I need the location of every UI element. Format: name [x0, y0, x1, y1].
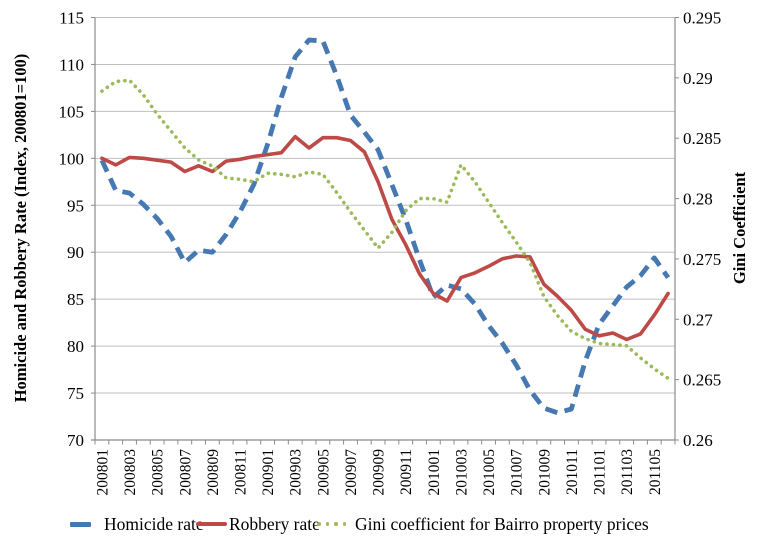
x-axis-tick-label: 201007 [509, 449, 526, 496]
x-axis-tick-label: 200901 [260, 449, 277, 496]
right-axis-tick-label: 0.28 [683, 190, 713, 209]
x-axis-tick-label: 200809 [205, 449, 222, 496]
left-axis-tick-label: 70 [67, 431, 84, 450]
x-axis-tick-label: 201105 [647, 449, 664, 495]
left-axis-tick-label: 100 [59, 149, 85, 168]
left-axis-tick-label: 95 [67, 196, 84, 215]
legend-label-gini: Gini coefficient for Bairro property pri… [355, 513, 649, 534]
series-homicide-rate [99, 37, 671, 416]
x-axis-tick-label: 200805 [150, 449, 167, 496]
x-axis-tick-label: 200903 [288, 449, 305, 496]
x-axis-tick-label: 200911 [398, 449, 415, 495]
series-gini-coefficient-for-bairro-property-prices [100, 78, 670, 381]
x-axis-tick-label: 200801 [94, 449, 111, 496]
legend-label-robbery: Robbery rate [229, 513, 320, 534]
robbery-line-swatch [196, 521, 227, 527]
left-axis-tick-label: 90 [67, 243, 84, 262]
series-lines [99, 37, 671, 416]
right-axis-tick-label: 0.285 [683, 129, 721, 148]
right-axis-title: Gini Coefficient [730, 171, 749, 284]
left-axis-title: Homicide and Robbery Rate (Index, 200801… [11, 54, 30, 403]
x-axis-tick-label: 200807 [177, 449, 194, 496]
right-axis-tick-label: 0.26 [683, 431, 713, 450]
series-robbery-rate [100, 134, 670, 342]
x-axis-tick-label: 201001 [426, 449, 443, 496]
x-axis-tick-label: 200909 [371, 449, 388, 496]
axis-labels: 70 75 80 85 90 95 100 105 110 115 0.26 0.265 0.27 0.2… [59, 9, 722, 496]
axes [91, 17, 679, 445]
legend-item-robbery-rate: Robbery rate [196, 511, 320, 537]
right-axis-tick-label: 0.295 [683, 9, 721, 28]
left-axis-tick-label: 75 [67, 384, 84, 403]
x-axis-tick-label: 201005 [481, 449, 498, 496]
x-axis-tick-label: 200811 [233, 449, 250, 495]
homicide-dash-swatch [70, 521, 91, 527]
left-axis-tick-label: 85 [67, 290, 84, 309]
x-axis-tick-label: 201103 [619, 449, 636, 495]
left-axis-tick-label: 105 [59, 102, 85, 121]
legend-item-homicide-rate: Homicide rate [70, 511, 204, 537]
legend-label-homicide: Homicide rate [104, 513, 204, 534]
x-axis-tick-label: 200803 [122, 449, 139, 496]
x-axis-tick-label: 201009 [536, 449, 553, 496]
x-axis-tick-label: 200907 [343, 449, 360, 496]
x-axis-tick-label: 201011 [564, 449, 581, 495]
right-axis-tick-label: 0.275 [683, 250, 721, 269]
right-axis-tick-label: 0.27 [683, 310, 713, 329]
x-axis-tick-label: 201003 [453, 449, 470, 496]
legend-item-gini-coefficient: Gini coefficient for Bairro property pri… [317, 511, 649, 537]
left-axis-tick-label: 110 [59, 55, 84, 74]
left-axis-tick-label: 115 [59, 9, 84, 28]
x-axis-tick-label: 201101 [592, 449, 609, 495]
gridlines [95, 17, 675, 441]
right-axis-tick-label: 0.265 [683, 371, 721, 390]
legend: Homicide rate Robbery rate Gini coeffici… [0, 511, 760, 545]
x-axis-tick-label: 200905 [315, 449, 332, 496]
gini-dots-swatch [317, 522, 346, 526]
left-axis-tick-label: 80 [67, 337, 84, 356]
right-axis-tick-label: 0.29 [683, 69, 713, 88]
